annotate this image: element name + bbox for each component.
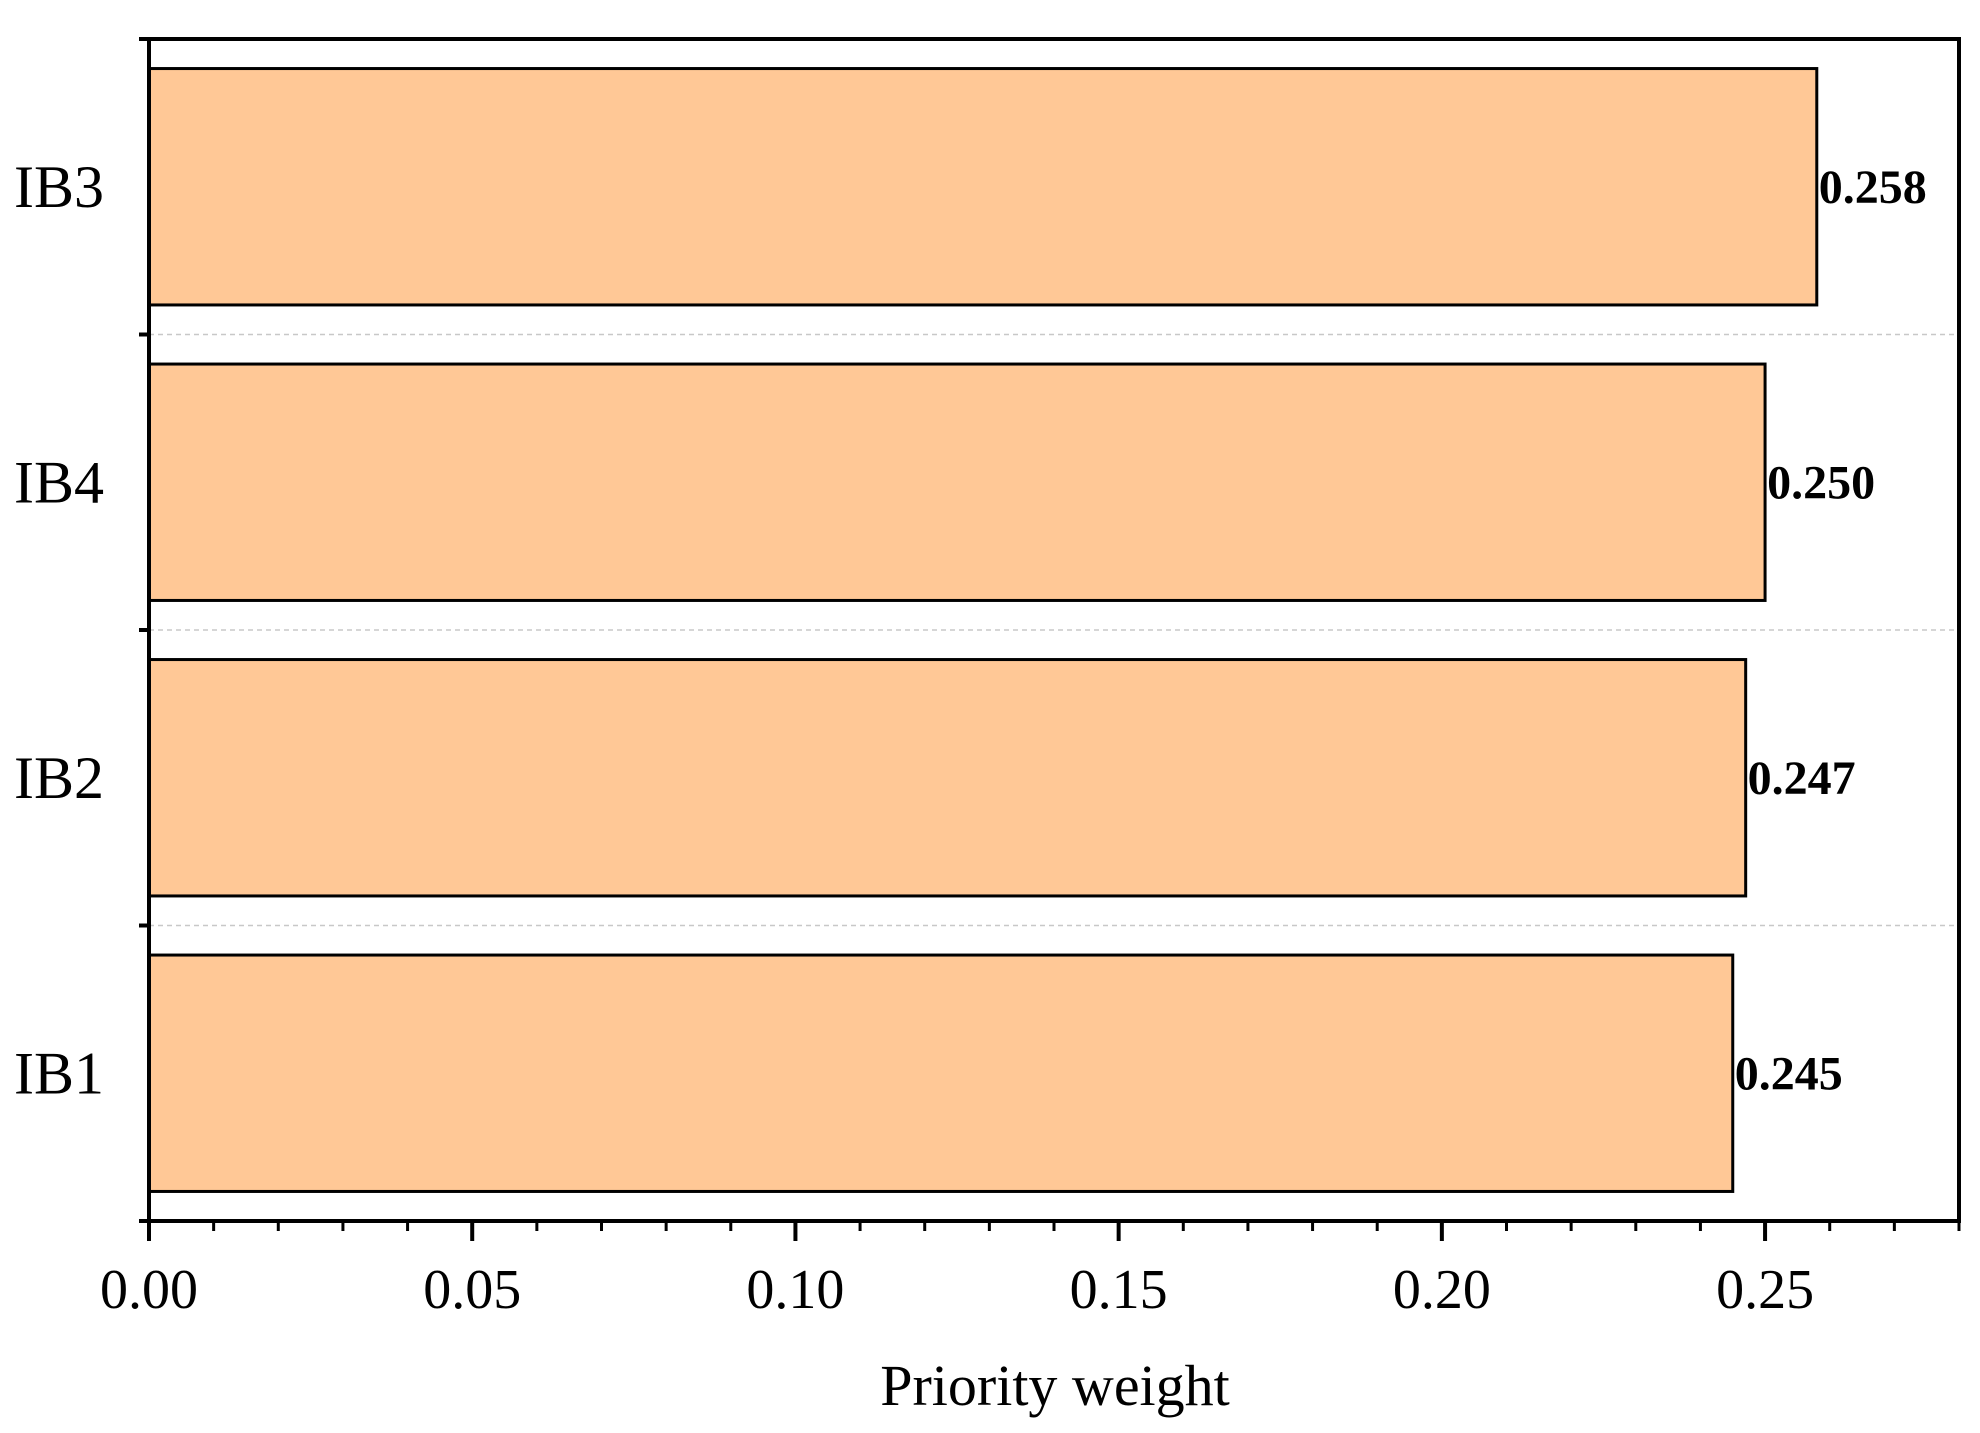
x-tick-label: 0.00 bbox=[100, 1259, 198, 1321]
category-label-ib2: IB2 bbox=[14, 745, 104, 811]
x-tick-label: 0.15 bbox=[1070, 1259, 1168, 1321]
bars-layer bbox=[147, 67, 1819, 1193]
x-axis-title: Priority weight bbox=[880, 1353, 1230, 1418]
axis-ticks bbox=[139, 37, 1961, 1241]
x-tick-label: 0.05 bbox=[423, 1259, 521, 1321]
x-tick-label: 0.20 bbox=[1393, 1259, 1491, 1321]
grid-layer bbox=[149, 333, 1959, 927]
category-label-ib4: IB4 bbox=[14, 449, 104, 515]
bar-ib2 bbox=[147, 658, 1748, 898]
x-tick-label: 0.10 bbox=[746, 1259, 844, 1321]
data-label-ib1: 0.245 bbox=[1735, 1047, 1843, 1100]
data-label-ib2: 0.247 bbox=[1748, 752, 1856, 805]
data-label-ib3: 0.258 bbox=[1819, 161, 1927, 214]
category-label-ib1: IB1 bbox=[14, 1040, 104, 1106]
x-tick-label: 0.25 bbox=[1716, 1259, 1814, 1321]
bar-ib3 bbox=[147, 67, 1819, 307]
data-label-ib4: 0.250 bbox=[1767, 456, 1875, 509]
labels-layer: 0.258 IB3 0.250 IB4 0.247 IB2 0.245 IB1 0.00 0.05… bbox=[14, 154, 1927, 1321]
bar-ib1 bbox=[147, 953, 1735, 1193]
bar-ib4 bbox=[147, 362, 1767, 602]
category-label-ib3: IB3 bbox=[14, 154, 104, 220]
